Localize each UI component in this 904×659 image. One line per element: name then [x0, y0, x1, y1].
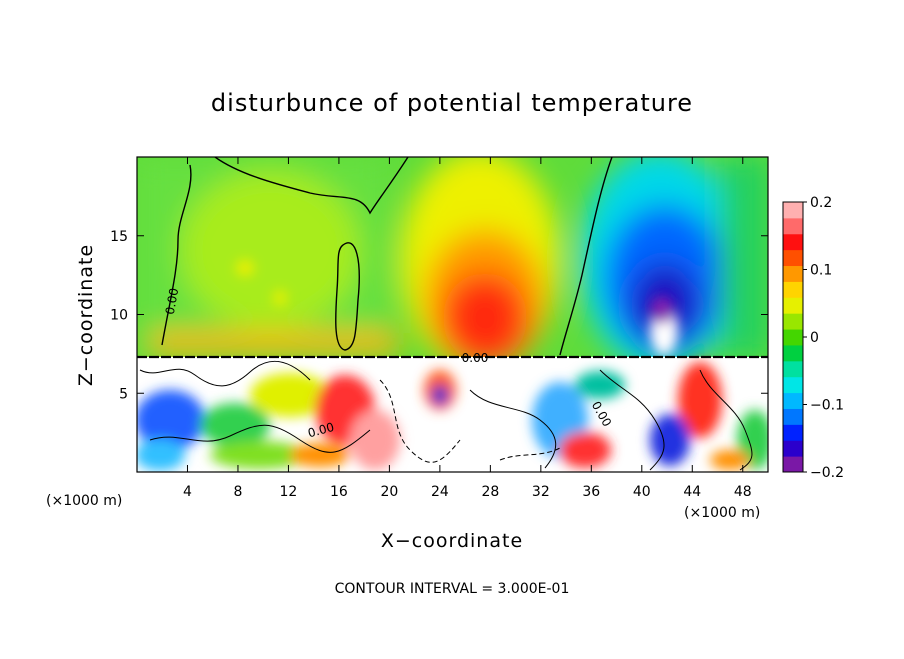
x-unit-label-right: (×1000 m)	[684, 505, 760, 521]
boundary-layer-patches	[137, 362, 768, 471]
zero-contour	[161, 164, 192, 346]
y-axis-title: Z−coordinate	[75, 244, 97, 386]
contour-label: 0.00	[163, 287, 181, 316]
x-tick-label: 44	[683, 484, 701, 500]
colorbar-swatch	[783, 376, 803, 394]
patch	[210, 441, 310, 469]
patch	[432, 385, 448, 405]
zero-contour	[214, 157, 409, 215]
x-axis: 4 8 12 16 20 24 28 32 36 40 44 48	[183, 157, 752, 500]
x-tick-label: 36	[582, 484, 600, 500]
x-tick-label: 48	[734, 484, 752, 500]
colorbar-swatch	[783, 313, 803, 330]
colorbar-swatch	[783, 217, 803, 235]
zero-contour	[335, 242, 360, 351]
chart-title: disturbunce of potential temperature	[211, 89, 693, 117]
contour-line	[149, 424, 371, 453]
colorbar-swatch	[783, 233, 803, 251]
colorbar-swatch	[783, 249, 803, 267]
patch	[559, 432, 611, 468]
y-tick-label: 5	[119, 386, 128, 402]
colorbar-swatch	[783, 281, 803, 298]
contour-line	[379, 379, 461, 463]
colorbar-swatch	[783, 424, 803, 441]
contour-line	[469, 389, 557, 469]
x-tick-label: 4	[183, 484, 192, 500]
patch	[350, 410, 400, 470]
green-band-right	[720, 157, 768, 357]
x-tick-label: 40	[633, 484, 651, 500]
patch	[137, 390, 205, 450]
patch	[650, 414, 690, 466]
boundary-layer-contours	[139, 360, 753, 471]
colorbar-swatch	[783, 202, 803, 219]
upper-field-detail	[236, 260, 678, 356]
patch	[250, 373, 330, 417]
cold-core-purple	[650, 296, 674, 324]
x-tick-label: 16	[330, 484, 348, 500]
y-axis: 5 10 15	[110, 229, 768, 402]
x-tick-label: 8	[233, 484, 242, 500]
warm-near-surface	[150, 332, 400, 354]
contour-label: 0.00	[306, 420, 335, 440]
colorbar-swatch	[783, 392, 803, 409]
x-tick-label: 20	[380, 484, 398, 500]
zero-contour	[559, 157, 613, 356]
yellow-patch	[273, 290, 287, 306]
red-core	[443, 273, 527, 363]
patch	[200, 403, 270, 447]
patch	[290, 443, 350, 467]
colorbar-tick-label: 0.1	[810, 263, 832, 279]
patch	[137, 439, 185, 471]
y-tick-label: 10	[110, 308, 128, 324]
colorbar-tick-label: 0	[810, 330, 819, 346]
colorbar-swatch	[783, 344, 803, 362]
colorbar-swatch	[783, 297, 803, 314]
x-tick-label: 28	[481, 484, 499, 500]
colorbar-swatch	[783, 440, 803, 457]
colorbar-swatch	[783, 329, 803, 346]
zero-contours	[137, 157, 768, 359]
contour-line	[599, 369, 665, 471]
colorbar-swatch	[783, 456, 803, 473]
contour-interval-note: CONTOUR INTERVAL = 3.000E-01	[335, 581, 570, 597]
colorbar-swatch	[783, 265, 803, 282]
colorbar-swatch	[783, 408, 803, 425]
colorbar-swatch	[783, 360, 803, 378]
x-axis-title: X−coordinate	[381, 530, 523, 552]
x-tick-label: 12	[280, 484, 298, 500]
y-tick-label: 15	[110, 229, 128, 245]
patch	[678, 362, 722, 438]
colorbar-tick-label: 0.2	[810, 195, 832, 211]
upper-field	[137, 157, 768, 370]
contour-line	[699, 369, 753, 471]
colorbar: 0.2 0.1 0 −0.1 −0.2	[782, 195, 844, 481]
boundary-layer	[137, 357, 768, 472]
contour-label: 0.00	[462, 351, 489, 365]
yellow-patch	[236, 260, 254, 276]
plot-area: 0.00 0.00 0.00 0.00	[137, 157, 768, 472]
x-unit-label-left: (×1000 m)	[46, 493, 122, 509]
x-tick-label: 32	[532, 484, 550, 500]
patch	[575, 371, 625, 399]
light-green-region	[180, 170, 360, 330]
patch	[710, 450, 750, 470]
colorbar-tick-label: −0.1	[810, 398, 844, 414]
x-tick-label: 24	[431, 484, 449, 500]
contour-line	[139, 360, 311, 387]
colorbar-tick-label: −0.2	[810, 465, 844, 481]
